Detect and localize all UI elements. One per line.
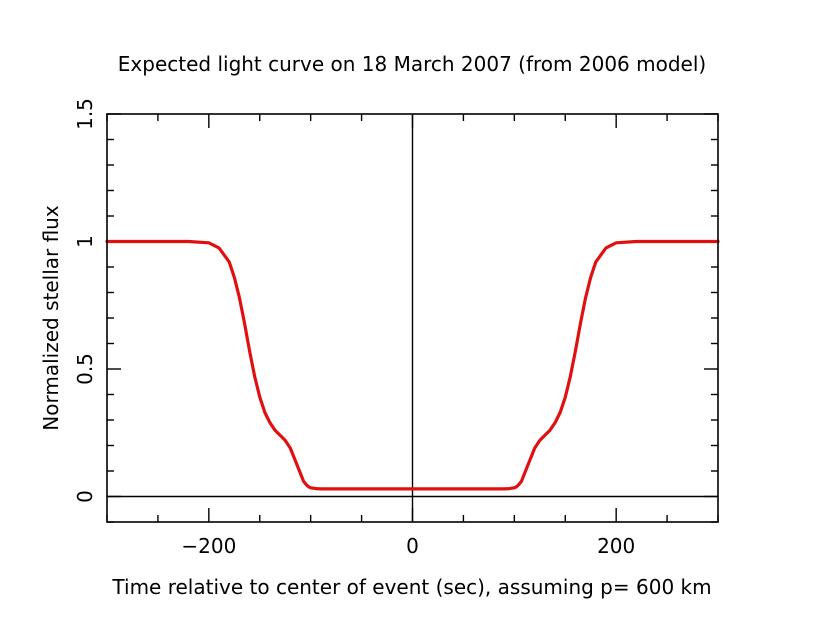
- light-curve-series: [105, 239, 720, 491]
- y-tick-label: 0.5: [73, 353, 97, 385]
- y-axis-label: Normalized stellar flux: [39, 205, 63, 431]
- plot-frame: [106, 113, 719, 523]
- x-tick-label: 200: [597, 534, 635, 558]
- y-tick-label: 0: [73, 490, 97, 503]
- reference-lines: [107, 114, 718, 522]
- y-tick-label: 1.5: [73, 98, 97, 130]
- x-axis-label: Time relative to center of event (sec), …: [111, 575, 711, 599]
- y-tick-label: 1: [73, 235, 97, 248]
- series-layer: [105, 239, 720, 491]
- x-tick-label: −200: [181, 534, 236, 558]
- chart-title: Expected light curve on 18 March 2007 (f…: [118, 52, 706, 76]
- x-tick-label: 0: [406, 534, 419, 558]
